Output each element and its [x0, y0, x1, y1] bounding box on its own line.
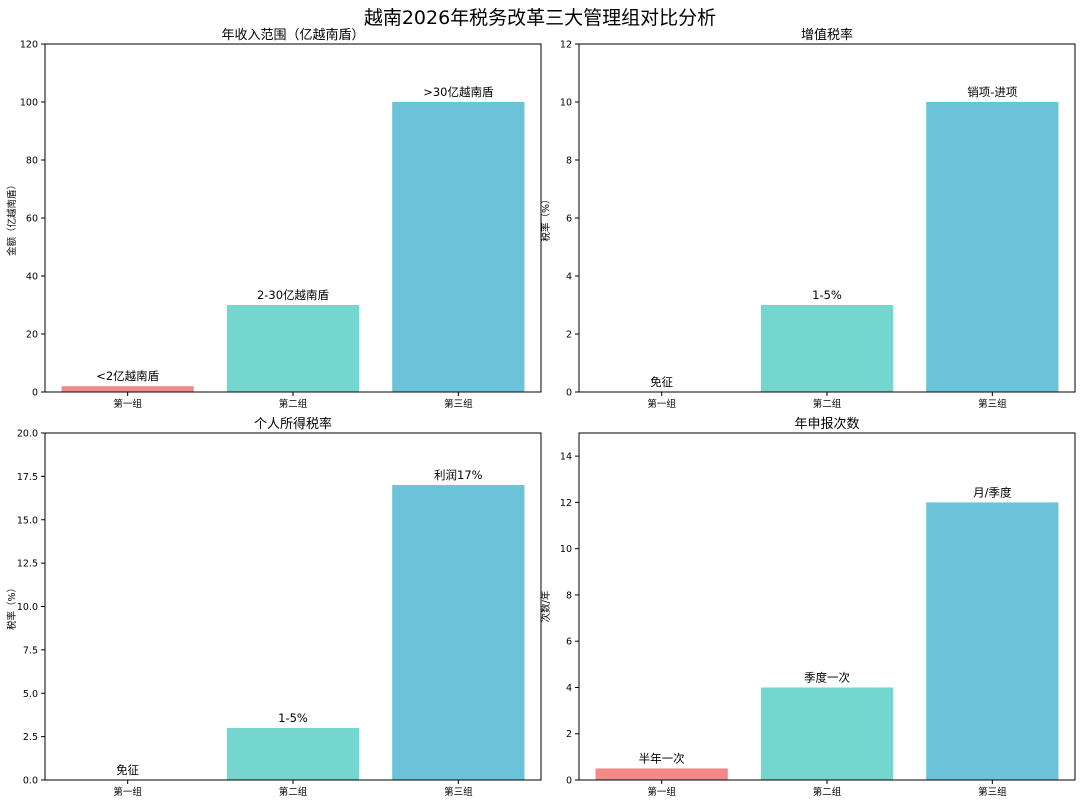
- bar: [226, 727, 360, 780]
- bar-label: <2亿越南盾: [96, 369, 159, 383]
- subplot-1: <2亿越南盾 2-30亿越南盾 >30亿越南盾 0 20 40 60 80 100 120 第一组 第…: [6, 27, 542, 410]
- y-tick-label: 0: [566, 388, 572, 399]
- y-tick-label: 100: [20, 98, 38, 109]
- x-tick-label: 第三组: [978, 786, 1007, 798]
- bar: [760, 687, 894, 780]
- y-tick-label: 40: [26, 272, 38, 283]
- y-tick-label: 2: [566, 330, 572, 341]
- x-tick-label: 第三组: [444, 398, 473, 410]
- bar: [595, 768, 728, 780]
- bar-label: 1-5%: [812, 288, 842, 302]
- x-tick-label: 第二组: [279, 398, 308, 410]
- x-tick-label: 第三组: [978, 398, 1007, 410]
- y-tick-label: 15.0: [17, 515, 38, 526]
- x-tick-label: 第一组: [113, 786, 142, 798]
- subplot-title: 年申报次数: [794, 416, 859, 432]
- y-tick-label: 6: [566, 214, 572, 225]
- y-tick-label: 60: [26, 214, 38, 225]
- y-tick-label: 2: [566, 729, 572, 740]
- y-tick-label: 6: [566, 637, 572, 648]
- y-tick-label: 0: [566, 776, 572, 787]
- y-axis-label: 次数/年: [540, 590, 552, 622]
- y-axis-label: 税率（%）: [6, 583, 18, 630]
- y-tick-label: 4: [566, 683, 572, 694]
- bar-label: 销项-进项: [967, 85, 1018, 99]
- y-tick-label: 14: [560, 452, 572, 463]
- subplot-title: 个人所得税率: [254, 416, 332, 432]
- bar-label: 季度一次: [804, 670, 850, 684]
- x-tick-label: 第一组: [113, 398, 142, 410]
- y-tick-label: 12: [560, 40, 572, 51]
- y-axis-label: 税率（%）: [540, 194, 552, 241]
- bar-label: 1-5%: [278, 711, 308, 725]
- bar: [392, 102, 525, 392]
- x-tick-label: 第二组: [813, 786, 842, 798]
- x-tick-label: 第二组: [279, 786, 308, 798]
- subplot-4: 半年一次 季度一次 月/季度 0 2 4 6 8 10 12 14 第一组 第二组 第三组 年申报次数次数/…: [540, 416, 1076, 798]
- subplot-title: 增值税率: [801, 27, 853, 43]
- y-tick-label: 0: [32, 388, 38, 399]
- y-tick-label: 10: [560, 98, 572, 109]
- y-tick-label: 12.5: [17, 559, 38, 570]
- bar: [926, 102, 1059, 392]
- y-tick-label: 8: [566, 590, 572, 601]
- y-tick-label: 0.0: [23, 776, 38, 787]
- bar: [392, 485, 525, 780]
- bar-label: 月/季度: [973, 485, 1012, 499]
- subplot-3: 免征 1-5% 利润17% 0.0 2.5 5.0 7.5 10.0 12.5 15.0 17.5 2…: [6, 416, 542, 798]
- y-tick-label: 120: [20, 40, 38, 51]
- x-tick-label: 第二组: [813, 398, 842, 410]
- y-tick-label: 12: [560, 498, 572, 509]
- bar: [760, 305, 894, 392]
- y-axis-label: 金额（亿越南盾）: [6, 180, 18, 256]
- y-tick-label: 80: [26, 156, 38, 167]
- bar: [926, 502, 1059, 780]
- bar-label: 利润17%: [434, 468, 483, 482]
- bar-label: 免征: [116, 763, 139, 777]
- y-tick-label: 5.0: [23, 689, 38, 700]
- y-tick-label: 4: [566, 272, 572, 283]
- bar-label: >30亿越南盾: [423, 85, 494, 99]
- bar-label: 免征: [650, 375, 673, 389]
- x-tick-label: 第三组: [444, 786, 473, 798]
- bar: [226, 305, 360, 392]
- y-tick-label: 10: [560, 544, 572, 555]
- y-tick-label: 2.5: [23, 732, 38, 743]
- x-tick-label: 第一组: [647, 398, 676, 410]
- y-tick-label: 17.5: [17, 472, 38, 483]
- subplot-title: 年收入范围（亿越南盾）: [221, 27, 364, 43]
- x-tick-label: 第一组: [647, 786, 676, 798]
- y-tick-label: 8: [566, 156, 572, 167]
- y-tick-label: 7.5: [23, 645, 38, 656]
- bar-label: 半年一次: [639, 751, 685, 765]
- y-tick-label: 10.0: [17, 602, 38, 613]
- bar-label: 2-30亿越南盾: [257, 288, 330, 302]
- bar: [61, 386, 194, 392]
- figure-title: 越南2026年税务改革三大管理组对比分析: [363, 7, 717, 29]
- y-tick-label: 20: [26, 330, 38, 341]
- y-tick-label: 20.0: [17, 429, 38, 440]
